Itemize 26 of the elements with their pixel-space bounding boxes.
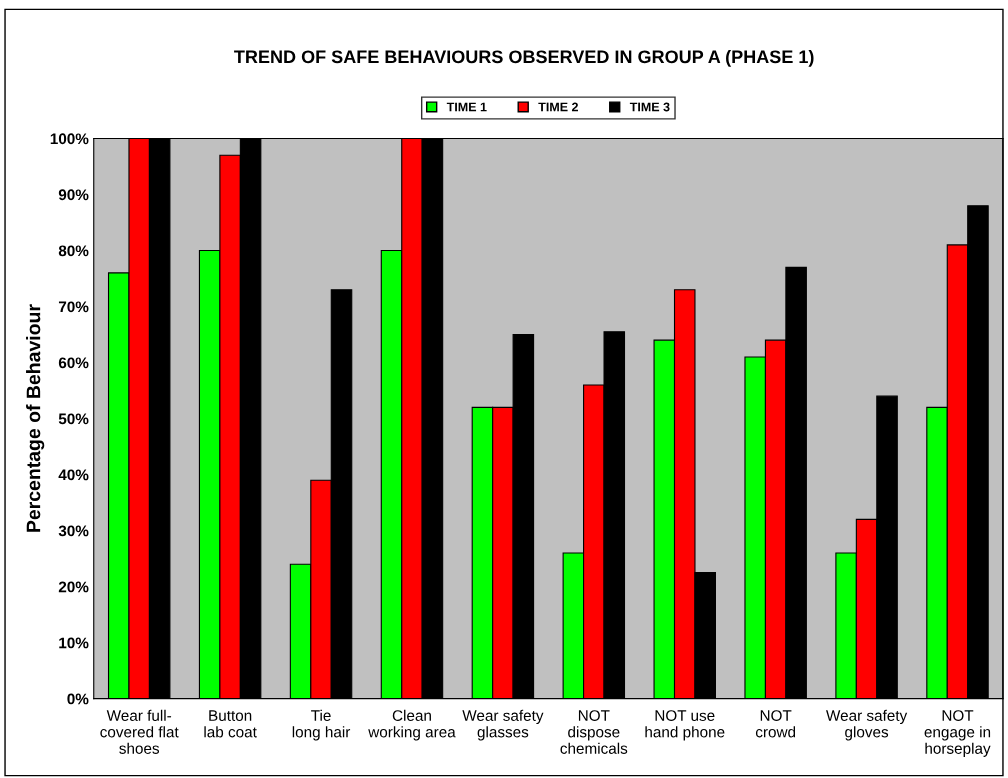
x-tick-label: NOT crowd [755,710,796,738]
chart-title: TREND OF SAFE BEHAVIOURS OBSERVED IN GROUP A (PHASE 1) [234,49,814,67]
x-tick-label: Clean working area [368,709,456,741]
y-tick-label: 70% [58,301,89,313]
x-tick-label: NOT use hand phone [645,710,725,741]
y-tick-label: 0% [67,693,89,705]
x-tick-label: Button lab coat [204,710,257,738]
y-tick-label: 20% [58,581,89,593]
y-tick-label: 30% [58,525,89,537]
y-tick-label: 80% [58,245,89,257]
y-tick-label: 60% [58,357,89,369]
x-tick-label: NOT dispose chemicals [560,710,628,754]
x-tick-label: Tie long hair [292,709,351,741]
x-tick-label: Wear safety gloves [826,709,908,741]
legend-label: TIME 1 [446,102,487,112]
legend-label: TIME 3 [629,102,670,112]
legend-label: TIME 2 [538,102,578,112]
y-tick-label: 90% [58,189,89,201]
y-tick-label: 40% [58,469,89,481]
x-tick-label: Wear full- covered flat shoes [100,709,179,754]
y-tick-label: 100% [50,133,89,145]
y-tick-label: 50% [58,413,89,425]
y-tick-label: 10% [59,637,89,649]
y-axis-title: Percentage of Behaviour [26,304,45,532]
x-tick-label: Wear safety glasses [462,709,544,741]
x-tick-label: NOT engage in horseplay [924,710,991,757]
